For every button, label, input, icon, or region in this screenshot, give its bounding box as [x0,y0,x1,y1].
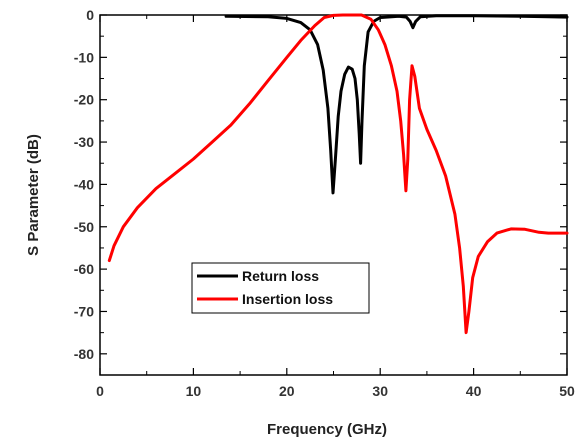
x-tick-label: 20 [279,383,295,399]
x-tick-label: 0 [96,383,104,399]
legend-label-insertion-loss: Insertion loss [242,291,333,307]
y-tick-label: -10 [74,49,94,65]
x-tick-label: 50 [559,383,575,399]
y-axis-label: S Parameter (dB) [25,134,42,256]
y-tick-label: 0 [86,7,94,23]
y-tick-label: -60 [74,261,94,277]
series-line-insertion-loss [107,13,569,335]
y-tick-label: -20 [74,92,94,108]
y-tick-label: -40 [74,176,94,192]
series-line-return-loss [224,14,569,195]
y-tick-label: -80 [74,346,94,362]
legend-label-return-loss: Return loss [242,268,319,284]
y-tick-label: -70 [74,303,94,319]
legend: Return loss Insertion loss [191,262,370,314]
tick-labels: 0 10 20 30 40 50 0 -10 -20 -30 -40 -50 -60 -70 -80 [74,7,575,399]
y-tick-label: -50 [74,219,94,235]
legend-box [191,262,370,314]
series-layer [107,13,569,335]
y-tick-label: -30 [74,134,94,150]
plot-area [99,14,568,376]
x-tick-label: 10 [186,383,202,399]
x-tick-label: 30 [372,383,388,399]
x-axis-label: Frequency (GHz) [267,421,387,438]
x-tick-label: 40 [466,383,482,399]
